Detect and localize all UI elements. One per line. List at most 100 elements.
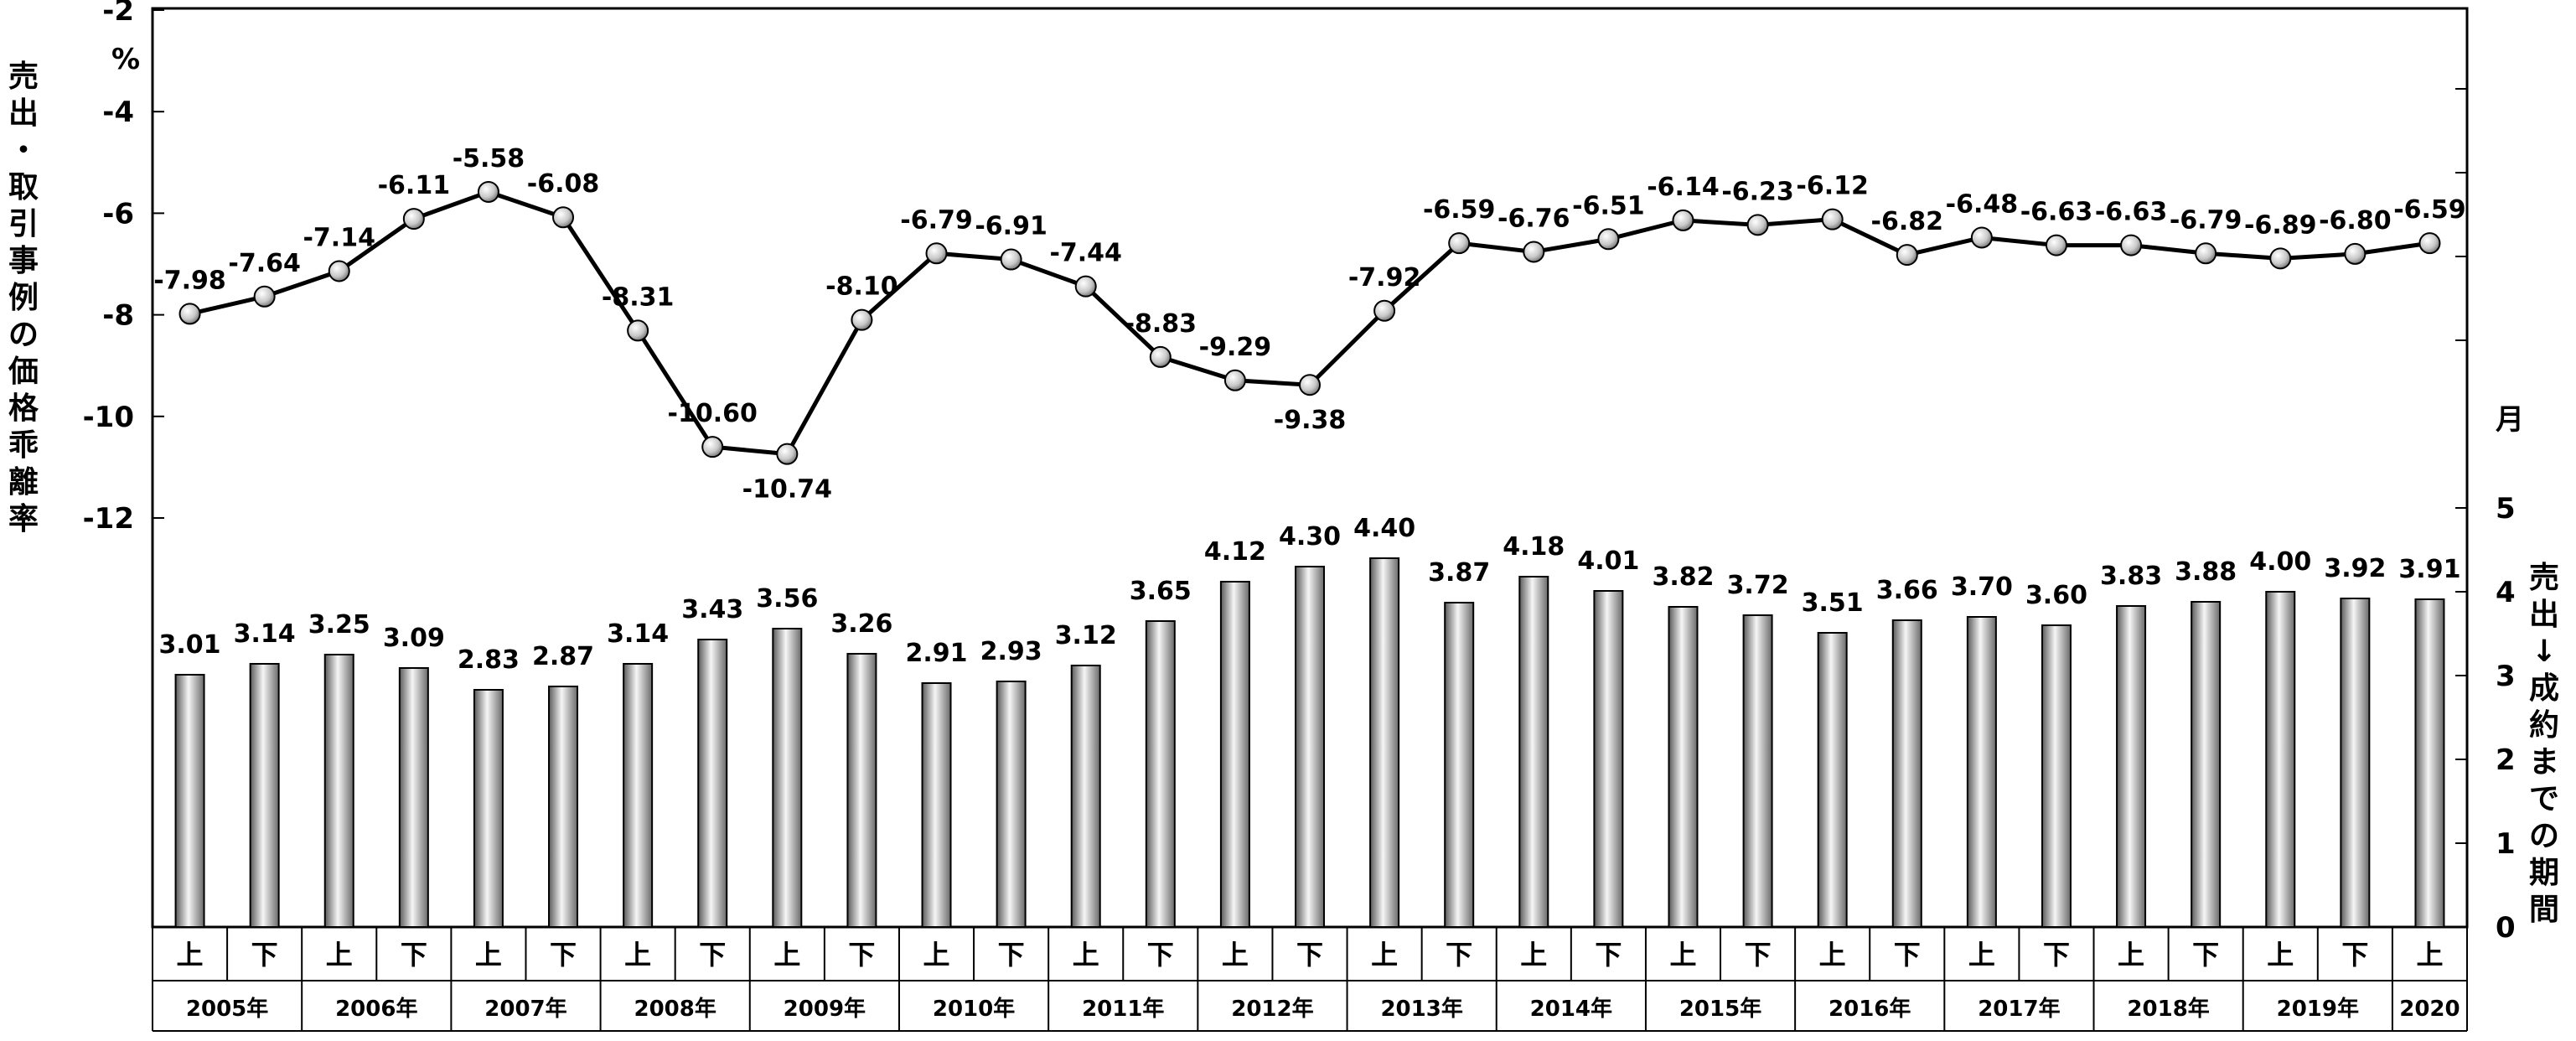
line-value-label: -6.11 — [378, 171, 450, 200]
bar — [921, 682, 952, 928]
axis-label-char: 取 — [8, 170, 39, 205]
axis-label-char: 格 — [8, 391, 39, 426]
line-value-label: -6.59 — [1423, 195, 1495, 225]
line-value-label: -6.79 — [2170, 205, 2242, 235]
left-tick-label: -6 — [102, 197, 134, 230]
bar — [398, 667, 429, 928]
axis-label-char: 売 — [2528, 561, 2559, 595]
bar-value-label: 4.01 — [1577, 546, 1639, 576]
axis-label-char: 価 — [8, 355, 39, 389]
year-label: 2009年 — [784, 996, 866, 1022]
category-label: 下 — [699, 939, 726, 971]
bar-value-label: 3.66 — [1876, 576, 1938, 605]
category-label: 上 — [1669, 939, 1696, 971]
category-label: 上 — [326, 939, 353, 971]
year-label: 2012年 — [1231, 996, 1313, 1022]
right-tick-label: 2 — [2496, 743, 2516, 777]
bar — [2041, 624, 2072, 928]
bar-value-label: 2.91 — [906, 639, 968, 668]
bar — [1966, 616, 1997, 928]
bar — [697, 639, 728, 928]
year-label: 2014年 — [1530, 996, 1612, 1022]
line-value-label: -7.44 — [1049, 239, 1121, 268]
bar-value-label: 3.14 — [234, 619, 296, 649]
category-label: 上 — [1520, 939, 1547, 971]
bar-value-label: 3.01 — [159, 630, 221, 660]
bar-value-label: 3.72 — [1727, 571, 1789, 600]
line-marker — [1821, 208, 1844, 230]
line-marker — [851, 308, 873, 331]
category-label: 上 — [2416, 939, 2443, 971]
right-tick-label: 5 — [2496, 492, 2516, 526]
year-label: 2010年 — [933, 996, 1015, 1022]
line-value-label: -6.48 — [1946, 189, 2018, 219]
category-label: 上 — [475, 939, 502, 971]
bar — [1295, 566, 1325, 928]
line-value-label: -7.14 — [303, 223, 375, 252]
bar — [2116, 605, 2147, 928]
line-marker — [328, 260, 350, 282]
line-marker — [2344, 242, 2367, 265]
bar-value-label: 3.26 — [830, 609, 892, 639]
category-label: 下 — [1446, 939, 1472, 971]
category-label: 下 — [401, 939, 427, 971]
axis-label-char: 引 — [8, 207, 39, 241]
category-label: 上 — [177, 939, 204, 971]
line-marker — [1373, 299, 1396, 322]
right-tick-label: 3 — [2496, 660, 2516, 693]
bar-value-label: 3.87 — [1428, 558, 1490, 588]
line-marker — [1597, 228, 1620, 251]
left-tick-label: -12 — [83, 502, 134, 536]
bar — [2191, 601, 2222, 928]
line-value-label: -6.63 — [2095, 198, 2167, 227]
year-label: 2013年 — [1380, 996, 1462, 1022]
bar-value-label: 3.51 — [1802, 588, 1864, 618]
bar — [1518, 576, 1549, 928]
bar — [1219, 581, 1250, 928]
axis-label-char: 約 — [2528, 708, 2559, 743]
category-label: 上 — [1073, 939, 1099, 971]
axis-label-char: の — [8, 318, 39, 352]
bar — [249, 663, 280, 928]
left-tick-label: -4 — [102, 96, 134, 129]
line-marker — [776, 443, 799, 465]
category-label: 下 — [251, 939, 278, 971]
category-label: 下 — [2043, 939, 2070, 971]
line-marker — [178, 303, 201, 325]
line-marker — [1000, 248, 1022, 271]
axis-label-char: 成 — [2528, 671, 2559, 706]
axis-label-char: ま — [2528, 745, 2559, 779]
bar — [996, 681, 1027, 928]
left-axis-label: 売出・取引事例の価格乖離率 — [5, 59, 42, 538]
bar — [323, 654, 354, 928]
axis-label-char: 事 — [8, 244, 39, 278]
bar-value-label: 4.40 — [1353, 514, 1415, 543]
bar-value-label: 2.87 — [532, 642, 594, 671]
line-value-label: -6.82 — [1871, 207, 1943, 236]
right-tick-label: 4 — [2496, 576, 2516, 609]
category-label: 下 — [998, 939, 1025, 971]
line-marker — [2045, 234, 2067, 256]
bar-value-label: 3.82 — [1652, 562, 1714, 592]
line-marker — [552, 206, 575, 229]
left-axis-unit: % — [111, 43, 140, 76]
line-value-label: -6.63 — [2020, 198, 2092, 227]
category-label: 上 — [1819, 939, 1846, 971]
category-label: 下 — [550, 939, 577, 971]
line-value-label: -6.12 — [1796, 172, 1868, 201]
line-marker — [1223, 369, 1246, 391]
bar — [1444, 602, 1475, 928]
category-label: 下 — [2341, 939, 2368, 971]
year-label: 2007年 — [484, 996, 566, 1022]
line-value-label: -8.83 — [1125, 309, 1197, 339]
bar — [846, 653, 877, 928]
bar-value-label: 2.93 — [980, 637, 1042, 666]
category-label: 下 — [1894, 939, 1921, 971]
year-label: 2016年 — [1829, 996, 1911, 1022]
line-marker — [2269, 247, 2292, 270]
line-marker — [627, 319, 649, 342]
line-marker — [2418, 232, 2441, 255]
bar — [1145, 620, 1176, 928]
